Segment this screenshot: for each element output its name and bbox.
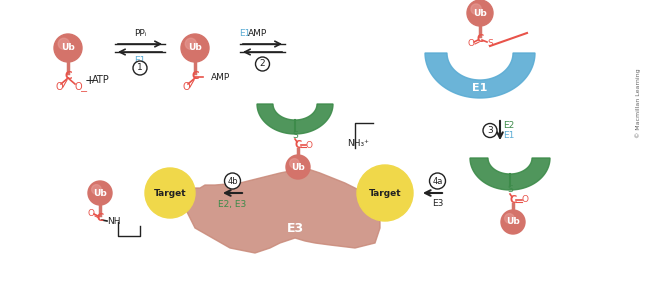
Text: O: O [88, 208, 94, 218]
Text: O: O [182, 82, 190, 92]
Text: O: O [55, 82, 63, 92]
Text: Ub: Ub [506, 218, 520, 227]
Text: C: C [191, 71, 199, 81]
Polygon shape [425, 53, 535, 98]
Text: Ub: Ub [61, 44, 75, 52]
Circle shape [54, 34, 82, 62]
Text: O: O [305, 141, 313, 149]
Text: S: S [292, 131, 298, 139]
Text: E1: E1 [503, 131, 515, 140]
Text: E2, E3: E2, E3 [218, 201, 247, 209]
Text: Ub: Ub [93, 188, 107, 198]
Circle shape [505, 214, 514, 223]
Text: O: O [468, 38, 475, 48]
Circle shape [357, 165, 413, 221]
Text: E3: E3 [286, 221, 303, 235]
Text: C: C [294, 140, 301, 150]
Polygon shape [470, 158, 550, 190]
Text: O: O [74, 82, 82, 92]
Circle shape [145, 168, 195, 218]
Text: C: C [509, 195, 517, 205]
Text: 2: 2 [260, 59, 266, 68]
Text: Target: Target [154, 188, 186, 198]
Circle shape [133, 61, 147, 75]
Text: NH₃⁺: NH₃⁺ [347, 138, 369, 148]
Text: E1: E1 [472, 83, 488, 93]
Text: NH: NH [107, 218, 121, 227]
Text: E2: E2 [288, 105, 302, 115]
Circle shape [483, 124, 497, 138]
Text: +: + [84, 74, 95, 86]
Text: C: C [64, 71, 72, 81]
Text: Target: Target [369, 188, 402, 198]
Circle shape [224, 173, 241, 189]
Text: 3: 3 [487, 126, 493, 135]
Circle shape [58, 38, 69, 49]
Text: PPᵢ: PPᵢ [134, 29, 146, 38]
Text: E2: E2 [503, 163, 517, 173]
Text: Ub: Ub [188, 44, 202, 52]
Text: © Macmillan Learning: © Macmillan Learning [635, 68, 641, 138]
Circle shape [185, 38, 196, 49]
Text: ATP: ATP [92, 75, 110, 85]
Text: C: C [476, 34, 483, 44]
Circle shape [286, 155, 310, 179]
Text: Ub: Ub [473, 8, 487, 18]
Circle shape [467, 0, 493, 26]
Text: AMP: AMP [211, 72, 230, 82]
Text: −: − [80, 87, 88, 97]
Text: E1: E1 [134, 56, 146, 65]
Circle shape [256, 57, 269, 71]
Circle shape [181, 34, 209, 62]
Circle shape [430, 173, 445, 189]
Text: S: S [487, 38, 493, 48]
Text: 1: 1 [137, 64, 143, 72]
Circle shape [88, 181, 112, 205]
Text: 4b: 4b [227, 177, 238, 185]
Text: C: C [96, 213, 103, 223]
Text: 4a: 4a [432, 177, 443, 185]
Text: O: O [521, 195, 528, 205]
Circle shape [501, 210, 525, 234]
Text: E2: E2 [503, 121, 514, 130]
Circle shape [290, 158, 299, 168]
Circle shape [471, 4, 481, 14]
Text: Ub: Ub [291, 162, 305, 171]
Text: E1: E1 [239, 29, 250, 38]
Polygon shape [257, 104, 333, 134]
Text: AMP: AMP [249, 29, 267, 38]
Circle shape [92, 185, 101, 194]
Text: E3: E3 [432, 198, 443, 208]
Polygon shape [185, 168, 380, 253]
Text: S: S [507, 185, 513, 195]
